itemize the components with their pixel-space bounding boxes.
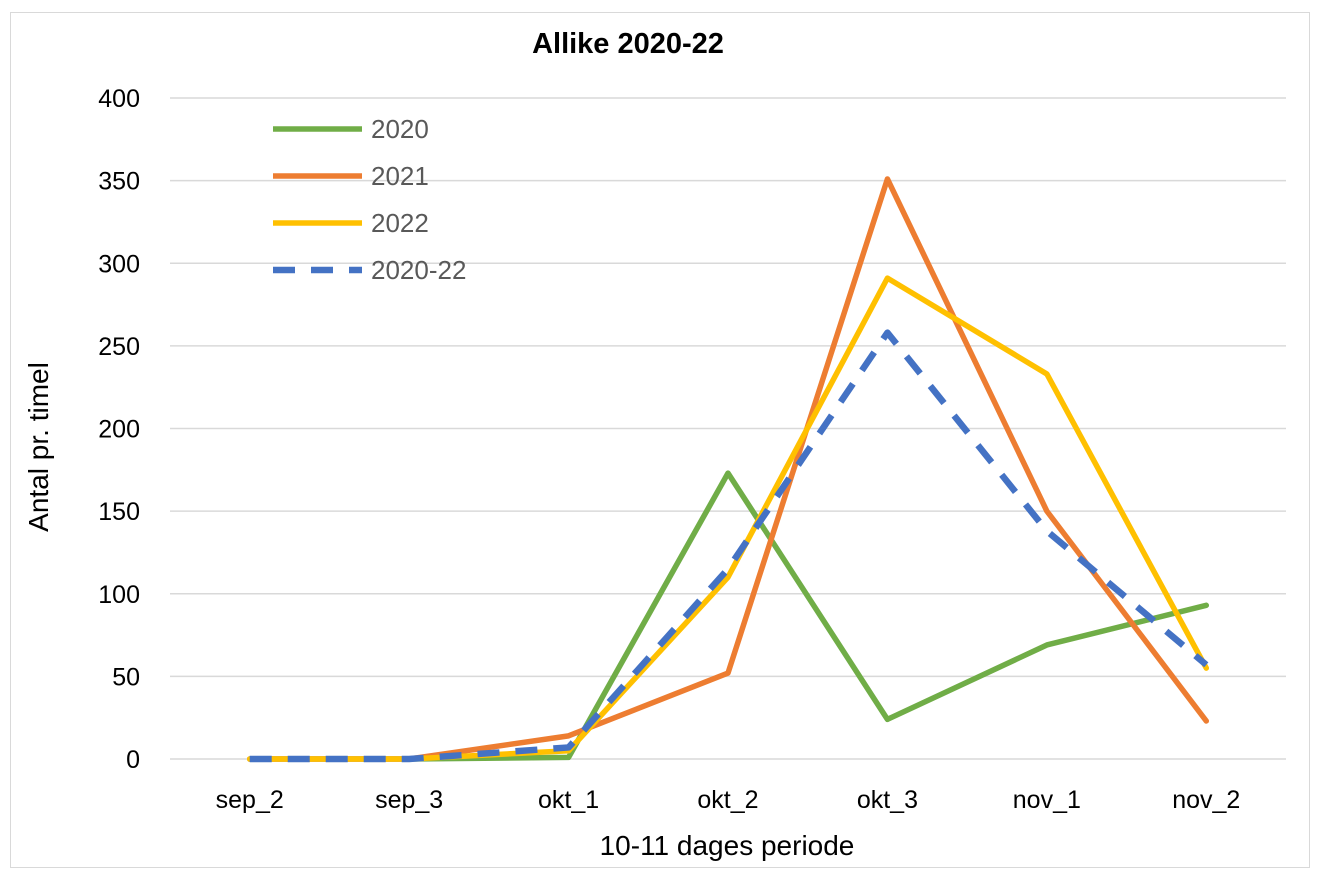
- y-tick-label: 250: [98, 333, 140, 361]
- legend-label: 2020: [371, 114, 429, 144]
- x-tick-label: okt_2: [697, 786, 758, 814]
- legend-label: 2021: [371, 161, 429, 191]
- legend-label: 2020-22: [371, 255, 466, 285]
- y-tick-label: 200: [98, 416, 140, 444]
- series-lines: [246, 176, 1210, 763]
- legend-label: 2022: [371, 208, 429, 238]
- x-tick-label: sep_2: [216, 786, 284, 814]
- gridlines: [170, 97, 1286, 760]
- y-tick-label: 400: [98, 85, 140, 113]
- y-tick-label: 100: [98, 581, 140, 609]
- y-tick-label: 150: [98, 498, 140, 526]
- y-axis-ticks: 0 50 100 150 200 250 300 350 400: [98, 85, 140, 774]
- x-axis-ticks: sep_2 sep_3 okt_1 okt_2 okt_3 nov_1 nov_2: [216, 786, 1241, 814]
- chart-title: Allike 2020-22: [532, 28, 724, 60]
- x-tick-label: nov_2: [1172, 786, 1240, 814]
- y-tick-label: 50: [112, 663, 140, 691]
- chart-frame: [10, 12, 1310, 868]
- x-tick-label: okt_3: [857, 786, 918, 814]
- legend: 2020 2021 2022 2020-22: [273, 114, 466, 285]
- series-line-2022: [246, 275, 1210, 762]
- y-tick-label: 0: [126, 746, 140, 774]
- x-axis-label: 10-11 dages periode: [600, 830, 855, 861]
- y-tick-label: 300: [98, 250, 140, 278]
- x-tick-label: nov_1: [1013, 786, 1081, 814]
- y-axis-label: Antal pr. timel: [23, 362, 54, 532]
- y-tick-label: 350: [98, 168, 140, 196]
- x-tick-label: sep_3: [375, 786, 443, 814]
- series-line-2020-22: [249, 329, 1209, 763]
- series-line-2020: [246, 470, 1210, 762]
- x-tick-label: okt_1: [538, 786, 599, 814]
